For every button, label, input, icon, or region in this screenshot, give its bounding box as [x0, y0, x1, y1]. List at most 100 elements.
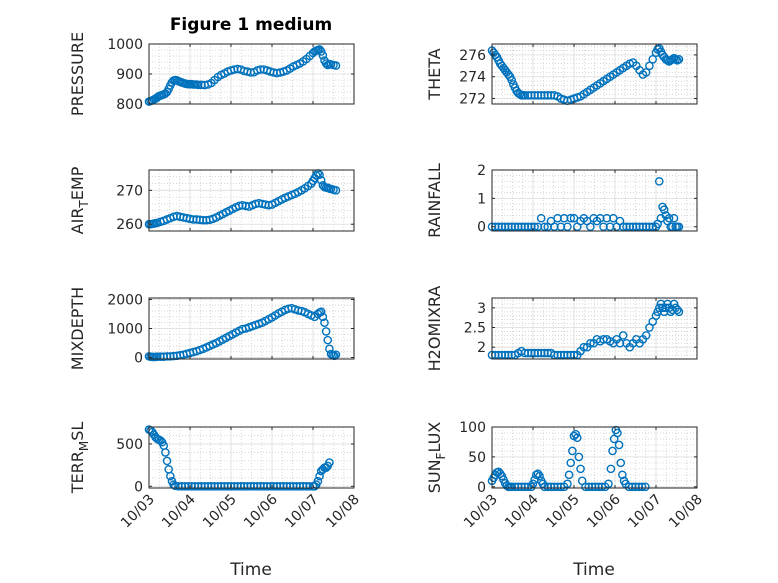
figure-title: Figure 1 medium: [170, 15, 332, 35]
panel-theta: 272 274 276 THETA: [425, 43, 698, 108]
data-point: [576, 464, 585, 474]
data-point: [566, 213, 576, 223]
data-point: [325, 458, 334, 467]
y-tick-label: 274: [459, 70, 486, 86]
data-point: [161, 448, 170, 457]
data-point: [536, 213, 546, 223]
data-point: [618, 470, 627, 480]
data-point: [604, 479, 613, 489]
x-axis-label-left: Time: [229, 560, 272, 580]
y-axis-label-rest: SL: [68, 422, 87, 441]
data-point: [166, 471, 175, 481]
data-point: [530, 222, 539, 232]
y-axis-label: PRESSURE: [68, 32, 87, 116]
data-point: [613, 428, 622, 438]
x-tick-label: 10/06: [241, 491, 281, 531]
axis-box: [491, 169, 698, 232]
data-point: [637, 482, 647, 492]
y-tick-label: 0: [477, 220, 486, 236]
y-axis-label-main: H2OMIXRA: [425, 286, 444, 372]
y-tick-label: 276: [459, 48, 486, 64]
data-point: [641, 68, 651, 77]
panel-terr_msl: 0 500 TERRMSL 10/03 10/04 10/05 10/06 10/07 10/0…: [68, 422, 363, 532]
axis-box: [491, 43, 698, 105]
y-axis-label: SUNFLUX: [425, 422, 448, 494]
data-point: [507, 75, 516, 85]
y-axis-label: MIXDEPTH: [68, 287, 87, 370]
x-tick-label: 10/08: [666, 492, 706, 532]
data-point: [674, 222, 684, 232]
y-axis-label: THETA: [425, 48, 444, 100]
axis-box: [491, 297, 698, 360]
y-axis-label: RAINFALL: [425, 163, 444, 238]
data-point: [674, 54, 684, 64]
y-axis-label-main: TERR: [68, 451, 87, 494]
data-point: [669, 213, 679, 223]
y-axis-label: TERRMSL: [68, 422, 91, 495]
panel-rainfall: 0 1 2 RAINFALL: [425, 163, 698, 238]
panel-mixdepth: 0 1000 2000 MIXDEPTH: [68, 287, 355, 370]
data-point: [574, 452, 584, 462]
data-point: [315, 471, 324, 481]
y-tick-label: 3: [477, 301, 486, 317]
data-point: [664, 213, 674, 223]
y-tick-label: 0: [477, 480, 486, 496]
y-tick-label: 50: [468, 450, 486, 466]
x-tick-label: 10/04: [502, 491, 542, 531]
y-axis-label-subscript: T: [77, 200, 91, 209]
x-tick-label: 10/07: [625, 492, 665, 532]
data-point: [641, 482, 650, 492]
data-point: [320, 318, 329, 327]
x-tick-label: 10/03: [118, 492, 158, 532]
data-point: [674, 307, 684, 317]
x-axis-label-right: Time: [572, 560, 615, 580]
y-axis-label-subscript: M: [77, 441, 91, 451]
x-tick-label: 10/03: [461, 492, 501, 532]
y-tick-label: 270: [116, 183, 143, 199]
y-tick-label: 2: [477, 340, 486, 356]
axis-box: [148, 426, 355, 489]
x-tick-label: 10/07: [282, 492, 322, 532]
y-axis-label-subscript: F: [434, 452, 448, 459]
y-tick-label: 500: [116, 437, 143, 453]
y-axis-label-main: THETA: [425, 48, 444, 100]
panel-air_temp: 260 270 AIRTEMP: [68, 166, 355, 234]
y-tick-label: 900: [116, 67, 143, 83]
data-point: [325, 344, 334, 354]
data-point: [671, 54, 680, 64]
x-tick-label: 10/04: [159, 491, 199, 531]
data-point: [323, 335, 333, 345]
axis-box: [491, 426, 698, 489]
data-point: [645, 61, 654, 71]
x-tick-label: 10/08: [323, 492, 363, 532]
data-point: [651, 311, 661, 321]
y-axis-label-main: AIR: [68, 208, 87, 235]
data-point: [641, 331, 651, 340]
data-point: [563, 479, 572, 489]
y-tick-label: 1000: [107, 322, 143, 338]
y-axis-label-main: MIXDEPTH: [68, 287, 87, 370]
data-point: [648, 54, 658, 64]
data-point: [572, 433, 582, 443]
x-tick-label: 10/05: [200, 492, 240, 532]
data-point: [564, 470, 574, 480]
y-tick-label: 1: [477, 191, 486, 207]
data-point: [318, 312, 328, 322]
data-point: [673, 56, 682, 65]
y-axis-label: H2OMIXRA: [425, 286, 444, 372]
y-axis-label: AIRTEMP: [68, 166, 91, 234]
y-tick-label: 800: [116, 97, 143, 113]
y-axis-label-main: RAINFALL: [425, 163, 444, 238]
data-point: [313, 476, 323, 486]
data-point: [540, 222, 549, 232]
y-tick-label: 2000: [107, 292, 143, 308]
data-point: [311, 171, 321, 180]
panel-pressure: 800 900 1000 PRESSURE: [68, 32, 355, 116]
data-point: [614, 440, 624, 450]
data-point: [586, 338, 595, 348]
data-point: [659, 205, 669, 215]
data-point: [566, 458, 576, 468]
panel-h2omixra: 2 2.5 3 H2OMIXRA: [425, 286, 698, 372]
data-point: [579, 342, 589, 352]
data-point: [331, 186, 341, 195]
